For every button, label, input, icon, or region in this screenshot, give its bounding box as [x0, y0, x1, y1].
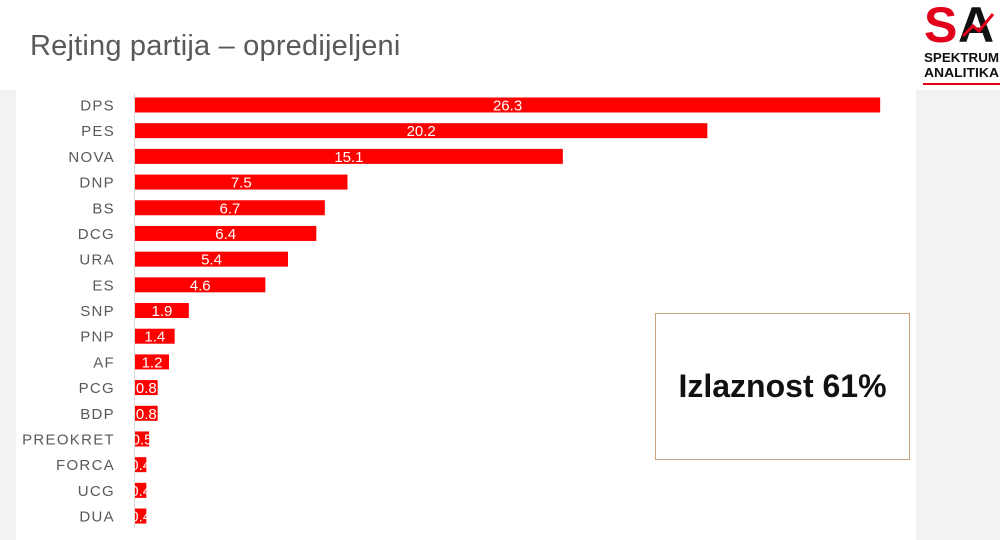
bar-value-label: 20.2: [407, 123, 436, 140]
bar: [135, 508, 147, 524]
category-label: PCG: [79, 380, 115, 397]
bar-value-label: 7.5: [231, 175, 252, 192]
category-label: DPS: [80, 98, 115, 115]
bar-value-label: 26.3: [493, 98, 522, 115]
bar-value-label: 1.2: [142, 354, 163, 371]
category-label: FORCA: [56, 457, 115, 474]
bar: [135, 380, 158, 396]
category-label: URA: [79, 252, 115, 269]
spektrum-analitika-logo: S A SPEKTRUM ANALITIKA: [923, 0, 1000, 85]
bar: [135, 251, 288, 267]
category-label: PREOKRET: [22, 431, 115, 448]
bar-value-label: 0.8: [136, 406, 157, 423]
bar: [135, 457, 147, 473]
bar-value-label: 0.8: [136, 380, 157, 397]
bar: [135, 174, 348, 190]
page-title: Rejting partija – opredijeljeni: [30, 30, 401, 62]
category-label: DNP: [79, 175, 115, 192]
turnout-label: Izlaznost 61%: [678, 368, 887, 404]
logo-letter-s: S: [924, 0, 957, 53]
bar: [135, 200, 325, 216]
category-label: ES: [92, 277, 115, 294]
category-label: SNP: [80, 303, 115, 320]
category-label: PES: [81, 123, 115, 140]
bar: [135, 277, 266, 293]
logo-line-2: ANALITIKA: [924, 65, 1000, 80]
bar-value-label: 5.4: [201, 252, 222, 269]
bar-value-label: 0.5: [132, 431, 153, 448]
bar-value-label: 4.6: [190, 277, 211, 294]
category-label: BS: [92, 200, 115, 217]
turnout-box: Izlaznost 61%: [655, 313, 910, 460]
bar: [135, 354, 169, 370]
bar-value-label: 0.4: [130, 509, 151, 526]
category-label: DCG: [78, 226, 115, 243]
bar: [135, 225, 317, 241]
bar: [135, 303, 189, 319]
logo-line-1: SPEKTRUM: [924, 50, 999, 65]
bar-value-label: 0.4: [130, 457, 151, 474]
logo-letter-a: A: [958, 0, 994, 53]
category-label: UCG: [78, 483, 115, 500]
bar-value-label: 15.1: [334, 149, 363, 166]
bar-value-label: 1.9: [151, 303, 172, 320]
bar: [135, 148, 563, 164]
bar-value-label: 6.7: [219, 200, 240, 217]
logo-trend-icon: [961, 13, 995, 38]
category-label: DUA: [79, 509, 115, 526]
bar: [135, 482, 147, 498]
bar-value-label: 0.4: [130, 483, 151, 500]
bar: [135, 97, 881, 113]
category-label: PNP: [80, 329, 115, 346]
category-label: NOVA: [68, 149, 115, 166]
bar-value-label: 1.4: [144, 329, 165, 346]
category-label: BDP: [80, 406, 115, 423]
category-label: AF: [93, 354, 115, 371]
bar: [135, 328, 175, 344]
bar: [135, 123, 708, 139]
bar: [135, 431, 150, 447]
bar-value-label: 6.4: [215, 226, 236, 243]
bar: [135, 405, 158, 421]
